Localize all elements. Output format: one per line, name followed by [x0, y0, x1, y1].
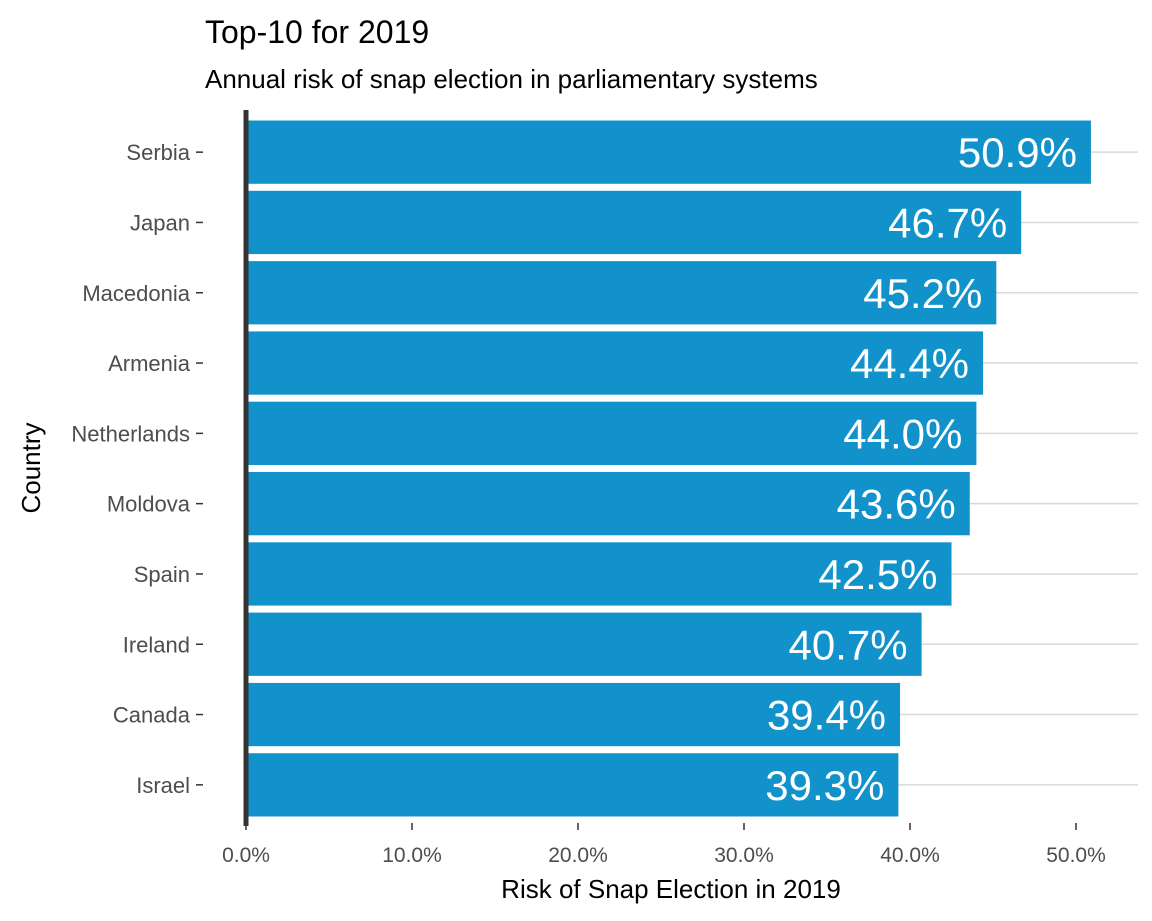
x-tick-label: 30.0%	[714, 844, 774, 867]
y-axis-labels: Serbia Japan Macedonia Armenia Netherlands Mo…	[71, 140, 203, 798]
y-tick-label: Canada	[113, 703, 191, 728]
data-label: 42.5%	[818, 551, 937, 598]
bar	[246, 612, 922, 676]
chart-title: Top-10 for 2019	[205, 14, 429, 50]
data-label: 44.4%	[850, 340, 969, 387]
x-tick-label: 10.0%	[382, 844, 442, 867]
y-tick-label: Netherlands	[71, 421, 190, 446]
x-tick-label: 0.0%	[222, 844, 270, 867]
x-axis-ticks: 0.0% 10.0% 20.0% 30.0% 40.0% 50.0%	[222, 823, 1106, 867]
y-tick-label: Spain	[134, 562, 190, 587]
y-tick-label: Armenia	[108, 351, 191, 376]
data-label: 45.2%	[863, 270, 982, 317]
x-axis-title: Risk of Snap Election in 2019	[501, 874, 841, 904]
bar	[246, 682, 901, 747]
chart-subtitle: Annual risk of snap election in parliame…	[205, 64, 818, 94]
data-label: 46.7%	[888, 199, 1007, 246]
y-tick-label: Macedonia	[82, 281, 190, 306]
data-label: 39.3%	[765, 762, 884, 809]
bar	[246, 542, 952, 606]
y-tick-label: Serbia	[126, 140, 190, 165]
y-tick-label: Moldova	[107, 492, 191, 517]
bar	[246, 472, 970, 536]
data-label: 50.9%	[958, 129, 1077, 176]
bar	[246, 331, 984, 395]
y-tick-label: Ireland	[123, 632, 190, 657]
bar	[246, 261, 997, 325]
x-tick-label: 20.0%	[548, 844, 608, 867]
bar	[246, 753, 899, 817]
bar	[246, 190, 1022, 255]
data-label: 39.4%	[767, 692, 886, 739]
y-tick-label: Israel	[136, 773, 190, 798]
data-label: 44.0%	[843, 410, 962, 457]
bars	[246, 120, 1091, 817]
x-tick-label: 40.0%	[880, 844, 940, 867]
bar	[246, 401, 977, 465]
y-tick-label: Japan	[130, 210, 190, 235]
data-label: 40.7%	[789, 621, 908, 668]
y-axis-title: Country	[16, 422, 46, 513]
data-labels: 50.9% 46.7% 45.2% 44.4% 44.0% 43.6% 42.5% 40.7%…	[765, 129, 1077, 809]
bar	[246, 120, 1091, 184]
x-tick-label: 50.0%	[1046, 844, 1106, 867]
data-label: 43.6%	[837, 481, 956, 528]
